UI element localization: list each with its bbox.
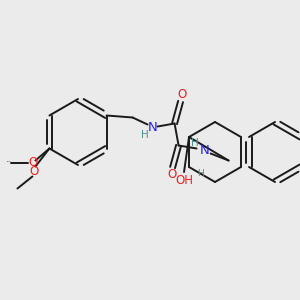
Text: N: N <box>200 144 209 157</box>
Text: N: N <box>148 121 158 134</box>
Text: OH: OH <box>175 173 193 187</box>
Text: O: O <box>30 165 39 178</box>
Text: O: O <box>29 156 38 169</box>
Text: O: O <box>167 168 176 181</box>
Text: H: H <box>141 130 148 140</box>
Text: methyl: methyl <box>6 161 11 163</box>
Text: H: H <box>191 137 199 148</box>
Text: H: H <box>196 169 203 178</box>
Text: O: O <box>177 88 186 101</box>
